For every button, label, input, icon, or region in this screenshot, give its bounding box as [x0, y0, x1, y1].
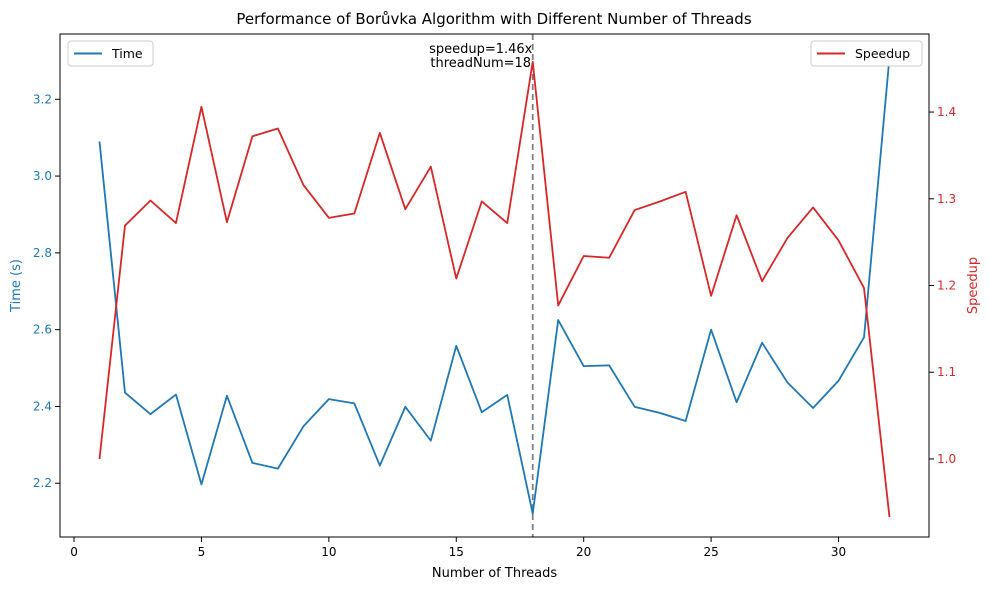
- x-tick-label: 30: [831, 545, 846, 559]
- legend-label-time: Time: [111, 46, 143, 61]
- y-left-tick-label: 3.2: [33, 92, 52, 106]
- annotation-threadnum: threadNum=18: [430, 56, 531, 71]
- chart-title: Performance of Borůvka Algorithm with Di…: [236, 10, 751, 28]
- axes-layer: [59, 33, 930, 538]
- x-tick-label: 25: [703, 545, 718, 559]
- y-axis-left-label: Time (s): [9, 259, 24, 313]
- legend-label-speedup: Speedup: [855, 46, 910, 61]
- y-right-tick-label: 1.3: [937, 192, 956, 206]
- plot-frame: [59, 33, 930, 538]
- y-left-tick-label: 2.2: [33, 476, 52, 490]
- y-right-tick-label: 1.0: [937, 452, 956, 466]
- y-right-tick-label: 1.2: [937, 279, 956, 293]
- ticks-layer: 0 5 10 15 20 25 30 2.2 2.4 2.6 2.8 3.0 3.2 1.0 1.1 1.2 1…: [33, 92, 956, 559]
- annotation-speedup: speedup=1.46x: [429, 42, 533, 57]
- legend-time: Time: [67, 40, 154, 67]
- x-tick-label: 10: [321, 545, 336, 559]
- x-tick-label: 0: [70, 545, 78, 559]
- series-line-time: [98, 56, 891, 515]
- y-left-tick-label: 2.8: [33, 246, 52, 260]
- y-left-tick-label: 2.6: [33, 323, 52, 337]
- x-tick-label: 15: [449, 545, 464, 559]
- series-layer: [98, 56, 891, 518]
- legend-box: [810, 40, 923, 67]
- y-right-tick-label: 1.1: [937, 365, 956, 379]
- series-line-speedup: [98, 60, 891, 518]
- legend-speedup: Speedup: [810, 40, 923, 67]
- y-right-tick-label: 1.4: [937, 105, 956, 119]
- y-left-tick-label: 2.4: [33, 399, 52, 413]
- x-tick-label: 5: [198, 545, 206, 559]
- legend-box: [67, 40, 154, 67]
- y-axis-right-label: Speedup: [966, 257, 981, 314]
- x-axis-label: Number of Threads: [432, 566, 557, 581]
- y-left-tick-label: 3.0: [33, 169, 52, 183]
- x-tick-label: 20: [576, 545, 591, 559]
